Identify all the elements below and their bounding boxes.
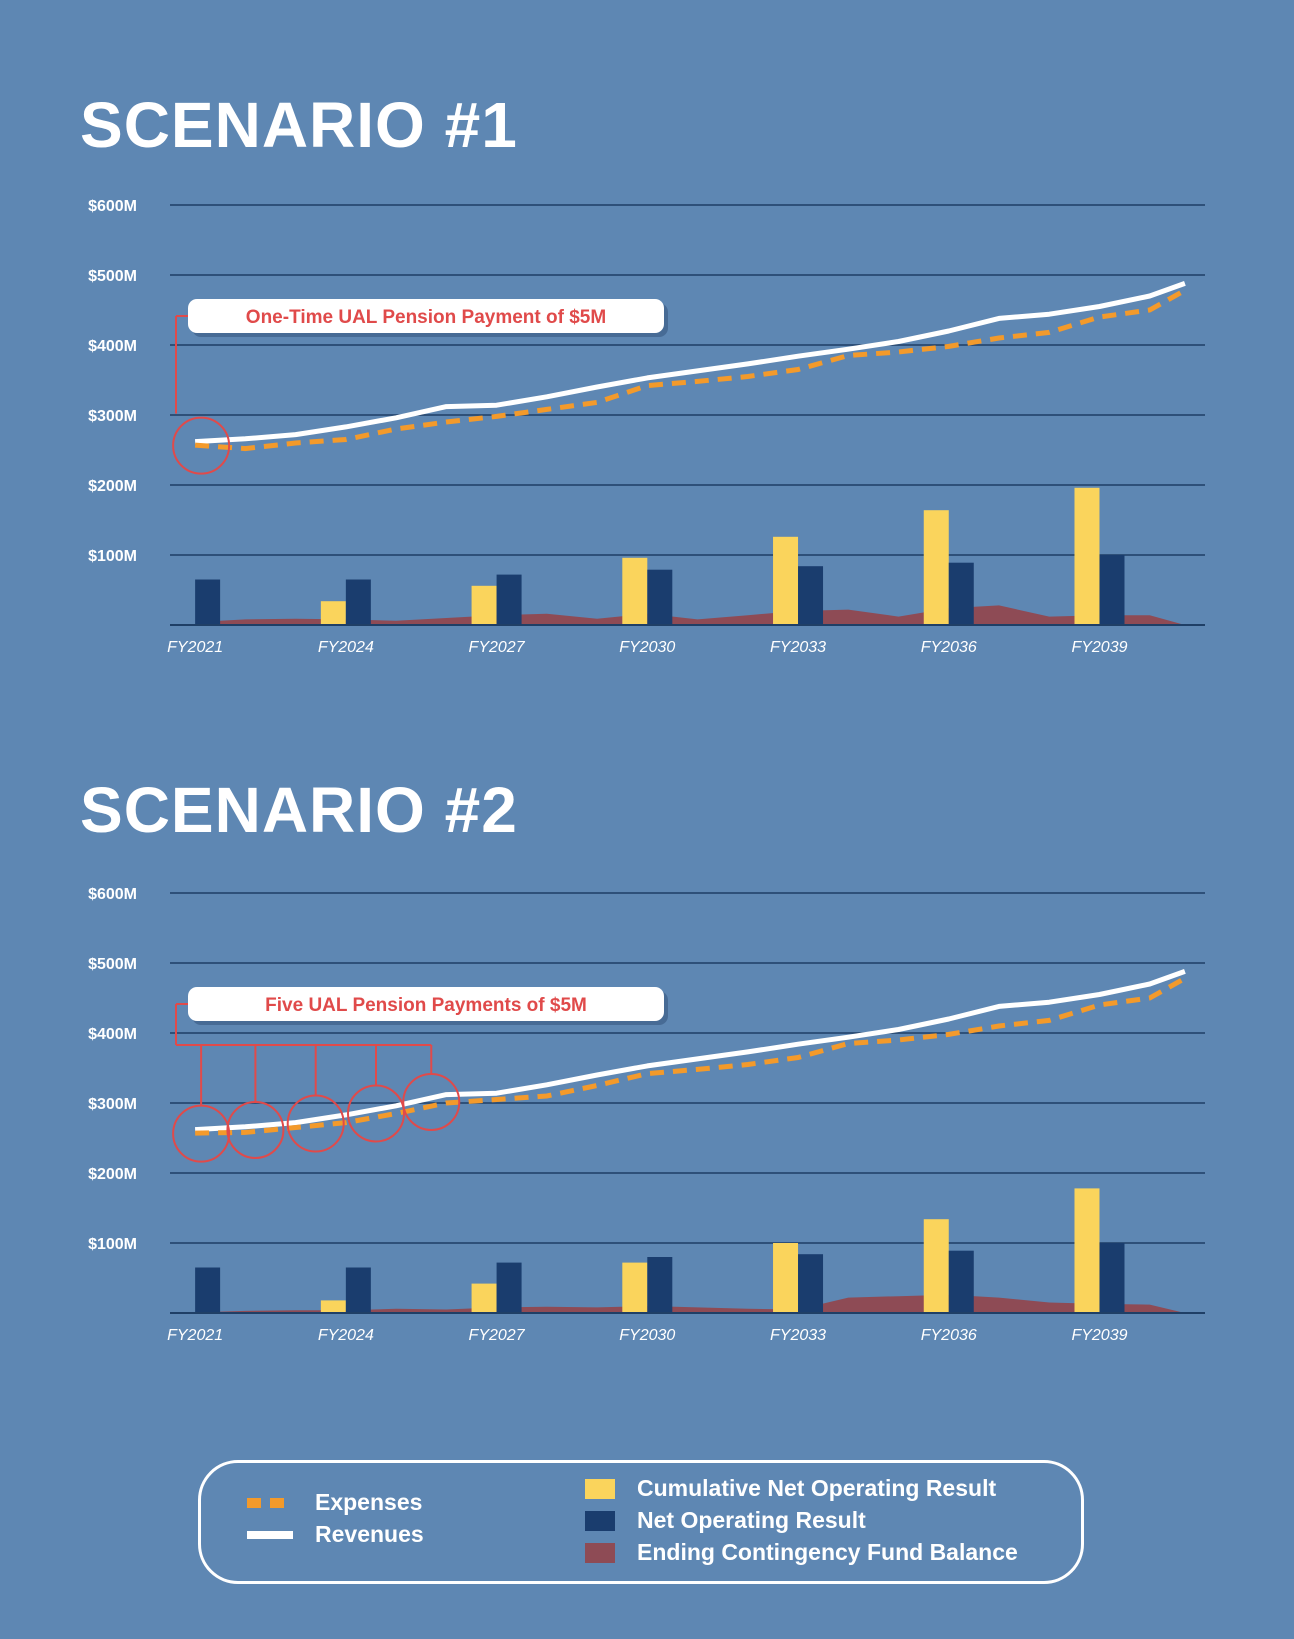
y-tick-label: $200M	[88, 1166, 137, 1183]
x-tick-label: FY2036	[921, 1327, 977, 1344]
expenses-line	[195, 976, 1187, 1136]
cumulative-bar	[320, 1300, 346, 1313]
x-tick-label: FY2030	[619, 1327, 675, 1344]
y-tick-label: $500M	[88, 956, 137, 973]
annotation-text: One-Time UAL Pension Payment of $5M	[246, 307, 606, 328]
cumulative-bar	[471, 1283, 497, 1313]
y-tick-label: $100M	[88, 548, 137, 565]
scenario-1-chart: $100M $200M $300M $400M $500M $600M FY2021 FY20…	[88, 198, 1205, 656]
highlight-circle	[402, 1072, 461, 1131]
cumulative-swatch	[585, 1478, 615, 1499]
x-tick-label: FY2033	[770, 639, 826, 656]
net-swatch	[585, 1510, 615, 1531]
x-tick-label: FY2039	[1071, 1327, 1127, 1344]
legend-label-expenses: Expenses	[315, 1489, 423, 1515]
net-bar	[345, 579, 371, 625]
net-bar	[195, 1267, 221, 1313]
annotation-box	[188, 987, 664, 1021]
contingency-swatch	[585, 1542, 615, 1563]
revenues-line	[194, 969, 1186, 1133]
x-tick-label: FY2021	[167, 1327, 223, 1344]
scenario-2-chart: $100M $200M $300M $400M $500M $600M FY2021 FY20…	[88, 886, 1205, 1344]
cumulative-bar	[1074, 1188, 1100, 1313]
y-tick-label: $600M	[88, 886, 137, 903]
net-bar	[647, 1257, 673, 1313]
legend-item-net: Net Operating Result	[585, 1507, 866, 1534]
cumulative-bar	[622, 557, 648, 625]
cumulative-bar	[923, 1219, 949, 1313]
cumulative-bar	[923, 510, 949, 625]
legend-item-contingency: Ending Contingency Fund Balance	[585, 1539, 1018, 1566]
annotation-text: Five UAL Pension Payments of $5M	[265, 995, 587, 1016]
net-bar	[1099, 555, 1125, 625]
net-bar	[195, 579, 221, 625]
x-tick-label: FY2039	[1071, 639, 1127, 656]
legend-label-contingency: Ending Contingency Fund Balance	[637, 1539, 1018, 1565]
cumulative-bar	[1074, 487, 1100, 625]
y-tick-label: $600M	[88, 198, 137, 215]
expenses-swatch	[247, 1497, 293, 1508]
net-bar	[647, 569, 673, 625]
highlight-circle	[172, 416, 231, 475]
cumulative-bar	[622, 1262, 648, 1313]
y-tick-label: $300M	[88, 1096, 137, 1113]
x-tick-label: FY2024	[318, 639, 374, 656]
legend-label-net: Net Operating Result	[637, 1507, 866, 1533]
revenues-line	[194, 281, 1186, 445]
expenses-line	[194, 288, 1187, 452]
cumulative-bar	[320, 601, 346, 625]
y-tick-label: $300M	[88, 408, 137, 425]
legend-item-expenses: Expenses	[247, 1489, 422, 1516]
net-bar	[1099, 1243, 1125, 1313]
highlight-circle	[226, 1100, 285, 1159]
net-bar	[496, 1262, 522, 1313]
net-bar	[798, 566, 824, 625]
y-tick-label: $100M	[88, 1236, 137, 1253]
highlight-circle	[346, 1084, 405, 1143]
x-tick-label: FY2021	[167, 639, 223, 656]
cumulative-bar	[773, 536, 799, 625]
net-bar	[948, 1250, 974, 1313]
x-tick-label: FY2024	[318, 1327, 374, 1344]
x-tick-label: FY2036	[921, 639, 977, 656]
x-tick-label: FY2033	[770, 1327, 826, 1344]
y-tick-label: $400M	[88, 338, 137, 355]
cumulative-bar	[471, 585, 497, 625]
legend-item-cumulative: Cumulative Net Operating Result	[585, 1475, 996, 1502]
x-tick-label: FY2027	[469, 639, 526, 656]
revenues-swatch	[247, 1530, 293, 1539]
legend-label-revenues: Revenues	[315, 1521, 424, 1547]
legend-label-cumulative: Cumulative Net Operating Result	[637, 1475, 997, 1501]
y-tick-label: $200M	[88, 478, 137, 495]
highlight-circle	[286, 1094, 345, 1153]
scenario-2-title: SCENARIO #2	[80, 774, 518, 846]
highlight-circle	[172, 1104, 231, 1163]
net-bar	[948, 562, 974, 625]
scenario-1-title: SCENARIO #1	[80, 89, 518, 161]
net-bar	[496, 574, 522, 625]
legend-item-revenues: Revenues	[247, 1521, 424, 1548]
y-tick-label: $400M	[88, 1026, 137, 1043]
y-tick-label: $500M	[88, 268, 137, 285]
legend: Expenses Revenues Cumulative Net Operati…	[198, 1460, 1084, 1584]
x-tick-label: FY2027	[469, 1327, 526, 1344]
cumulative-bar	[773, 1243, 799, 1313]
net-bar	[798, 1254, 824, 1313]
x-tick-label: FY2030	[619, 639, 675, 656]
net-bar	[345, 1267, 371, 1313]
annotation-box	[188, 299, 664, 333]
